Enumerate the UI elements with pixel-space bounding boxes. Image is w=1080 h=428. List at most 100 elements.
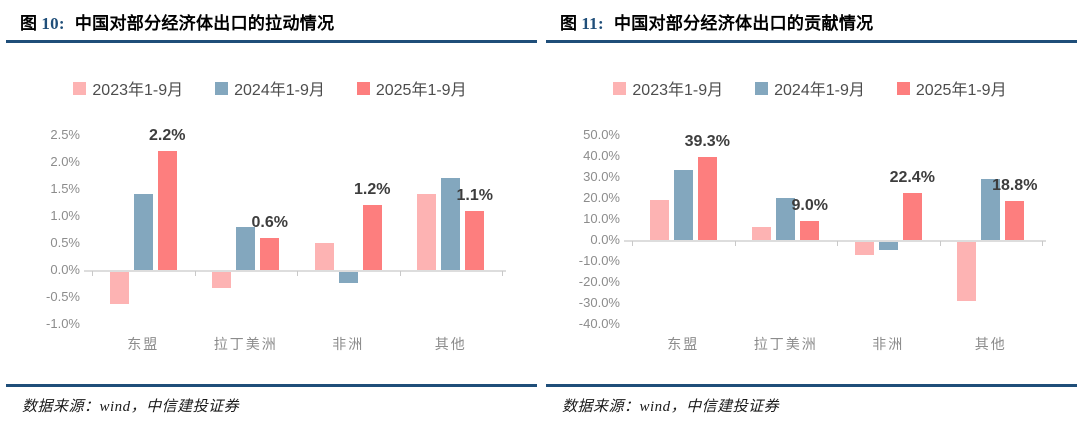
bar	[314, 243, 334, 270]
y-tick-label: 30.0%	[583, 169, 620, 184]
y-axis: 2.5% 2.0% 1.5% 1.0% 0.5% 0.0% -0.5% -1.0%	[0, 0, 80, 360]
bar	[441, 178, 461, 270]
bar	[465, 210, 485, 270]
plot-area: 东盟 拉丁美洲 非洲 其他 39.3% 9.0% 22.4% 18.8%	[624, 133, 1046, 352]
y-tick-label: 20.0%	[583, 190, 620, 205]
x-axis-line	[624, 240, 1046, 242]
figure-panel-1: 图 11: 中国对部分经济体出口的贡献情况 2023年1-9月 2024年1-9月 20…	[540, 0, 1080, 428]
y-tick-label: 1.0%	[50, 208, 80, 223]
axis-boundary-tick	[1042, 241, 1043, 246]
bar	[212, 272, 232, 289]
category-label: 东盟	[667, 336, 700, 352]
legend-swatch	[215, 81, 229, 95]
bar	[362, 205, 382, 270]
legend-item: 2025年1-9月	[356, 76, 467, 100]
bar	[649, 200, 669, 240]
legend-swatch	[896, 81, 910, 95]
bar	[776, 198, 796, 240]
y-axis: 50.0% 40.0% 30.0% 20.0% 10.0% 0.0% -10.0% -20.0…	[540, 0, 620, 360]
legend-swatch	[613, 81, 627, 95]
bar	[752, 227, 772, 240]
y-tick-label: -0.5%	[46, 289, 80, 304]
data-source: 数据来源：wind，中信建投证券	[562, 399, 780, 415]
bar	[109, 272, 129, 305]
bar	[133, 194, 153, 270]
legend: 2023年1-9月 2024年1-9月 2025年1-9月	[540, 76, 1080, 100]
data-label: 18.8%	[992, 176, 1038, 194]
bar	[338, 272, 358, 283]
legend-item: 2024年1-9月	[755, 76, 865, 100]
bar	[236, 226, 256, 270]
bar	[800, 221, 820, 240]
title-divider-rule	[546, 40, 1077, 43]
legend-label: 2025年1-9月	[375, 82, 467, 99]
figure-number: 10:	[41, 14, 65, 33]
bar	[157, 151, 177, 270]
bar	[697, 157, 717, 240]
axis-boundary-tick	[194, 271, 196, 276]
category-label: 拉丁美洲	[213, 336, 278, 352]
axis-boundary-tick	[502, 271, 503, 276]
figure-10-title: 图 10: 中国对部分经济体出口的拉动情况	[20, 9, 334, 34]
figure-title-text: 中国对部分经济体出口的拉动情况	[74, 14, 335, 33]
data-label: 9.0%	[791, 197, 828, 215]
legend-swatch	[73, 81, 87, 95]
category-label: 其他	[974, 336, 1007, 352]
legend-label: 2023年1-9月	[632, 82, 724, 99]
category-label: 东盟	[127, 336, 160, 352]
data-label: 39.3%	[684, 133, 730, 151]
figure-number: 11:	[581, 14, 604, 33]
data-source: 数据来源：wind，中信建投证券	[22, 399, 240, 415]
y-tick-label: -1.0%	[46, 316, 80, 331]
y-tick-label: -20.0%	[578, 274, 620, 289]
bar	[417, 194, 437, 270]
axis-boundary-tick	[399, 271, 401, 276]
axis-boundary-tick	[837, 241, 838, 246]
source-divider-rule	[6, 384, 537, 387]
axis-boundary-tick	[939, 241, 941, 246]
bar	[673, 169, 693, 240]
bar	[1005, 200, 1025, 240]
y-tick-label: 2.0%	[50, 154, 80, 169]
figure-title-text: 中国对部分经济体出口的贡献情况	[613, 14, 874, 33]
y-tick-label: 0.0%	[590, 232, 620, 247]
legend-swatch	[356, 81, 370, 95]
bar	[981, 179, 1001, 240]
category-label: 非洲	[872, 336, 905, 352]
figure-panel-0: 图 10: 中国对部分经济体出口的拉动情况 2023年1-9月 2024年1-9月 20…	[0, 0, 540, 415]
legend-item: 2023年1-9月	[73, 76, 183, 100]
legend-label: 2024年1-9月	[774, 82, 865, 99]
data-label: 1.2%	[354, 181, 391, 199]
bar	[902, 192, 922, 240]
legend-label: 2023年1-9月	[92, 82, 184, 99]
bar	[878, 242, 898, 251]
title-divider-rule	[6, 40, 537, 43]
y-tick-label: 10.0%	[583, 211, 620, 226]
axis-boundary-tick	[632, 241, 633, 246]
data-label: 2.2%	[149, 127, 186, 145]
y-tick-label: -40.0%	[578, 316, 620, 331]
legend-swatch	[755, 81, 769, 95]
data-label: 0.6%	[251, 213, 288, 231]
y-tick-label: -30.0%	[578, 295, 620, 310]
source-divider-rule	[546, 384, 1077, 387]
figure-11-title: 图 11: 中国对部分经济体出口的贡献情况	[560, 9, 873, 34]
figure-label-zi: 图	[560, 14, 578, 33]
x-axis-line	[84, 270, 506, 272]
legend-item: 2024年1-9月	[215, 76, 325, 100]
y-tick-label: 50.0%	[583, 127, 620, 142]
plot-area: 东盟 拉丁美洲 非洲 其他 2.2% 0.6% 1.2% 1.1%	[84, 127, 506, 352]
bar	[260, 237, 280, 270]
y-tick-label: -10.0%	[578, 253, 620, 268]
legend: 2023年1-9月 2024年1-9月 2025年1-9月	[0, 76, 540, 100]
category-label: 其他	[434, 336, 467, 352]
legend-item: 2023年1-9月	[613, 76, 723, 100]
y-tick-label: 1.5%	[50, 181, 80, 196]
bar	[854, 242, 874, 255]
legend-label: 2024年1-9月	[234, 82, 325, 99]
axis-boundary-tick	[92, 271, 93, 276]
y-tick-label: 0.0%	[50, 262, 80, 277]
figure-label-zi: 图	[20, 14, 38, 33]
category-label: 非洲	[332, 336, 365, 352]
